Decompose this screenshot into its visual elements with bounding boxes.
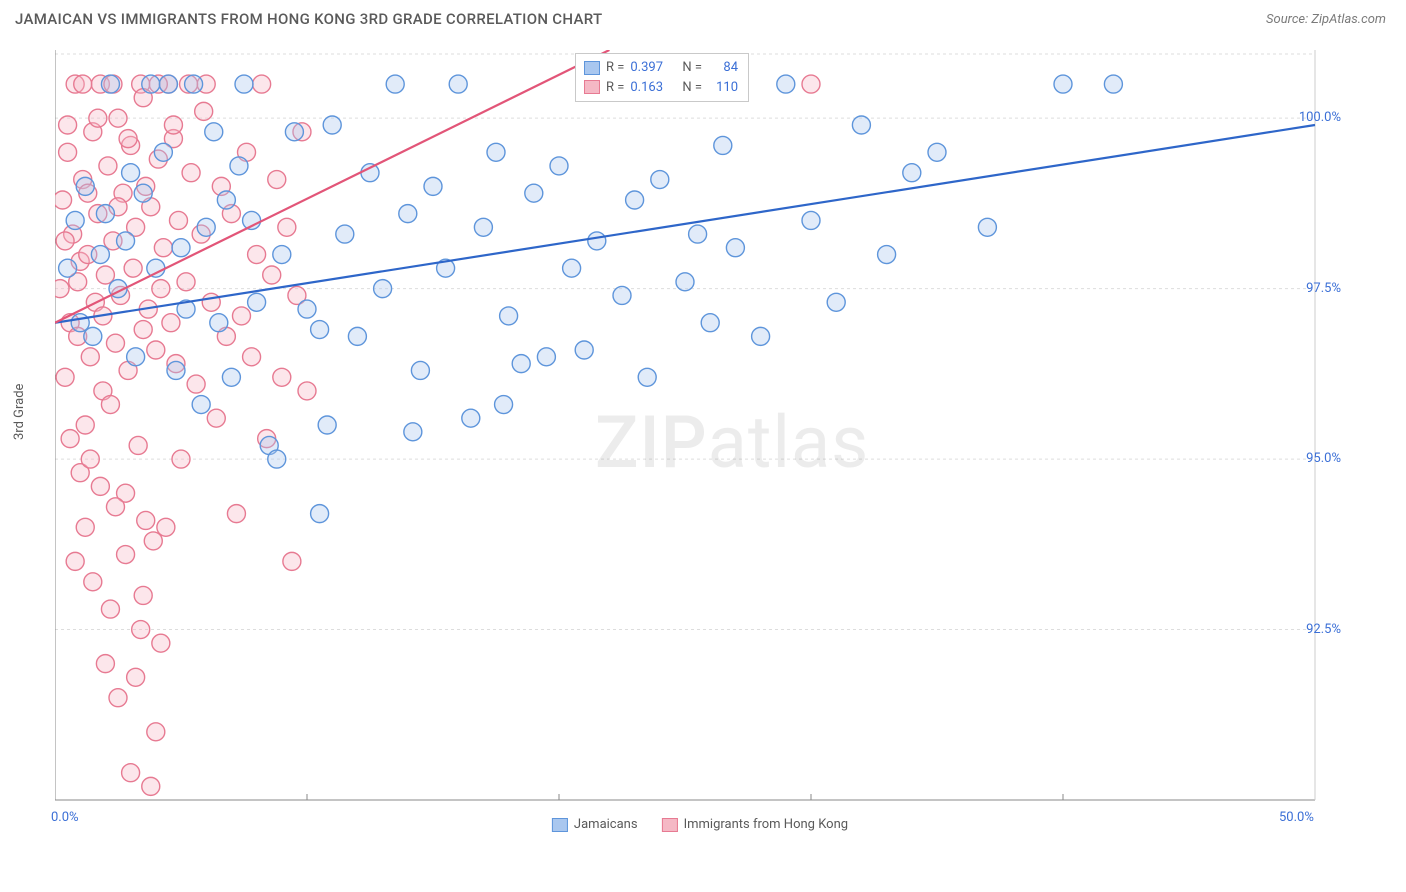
legend-stat-row: R = 0.163 N = 110 <box>584 78 738 98</box>
chart-source: Source: ZipAtlas.com <box>1266 12 1386 27</box>
chart-header: JAMAICAN VS IMMIGRANTS FROM HONG KONG 3R… <box>0 0 1406 36</box>
r-value: 0.163 <box>630 78 676 98</box>
stats-legend-box: R = 0.397 N = 84 R = 0.163 N = 110 <box>575 53 749 102</box>
legend-label: Jamaicans <box>574 817 638 832</box>
y-tick-label: 92.5% <box>1306 622 1341 637</box>
legend-swatch <box>662 818 678 832</box>
legend-stat-row: R = 0.397 N = 84 <box>584 58 738 78</box>
r-label: R = <box>606 58 624 78</box>
n-value: 84 <box>708 58 738 78</box>
x-tick-label: 0.0% <box>51 810 79 825</box>
r-label: R = <box>606 78 624 98</box>
legend-item: Immigrants from Hong Kong <box>662 817 849 832</box>
series-legend: Jamaicans Immigrants from Hong Kong <box>552 817 848 832</box>
y-axis-label: 3rd Grade <box>12 384 27 440</box>
scatter-plot <box>55 50 1345 830</box>
legend-item: Jamaicans <box>552 817 638 832</box>
legend-swatch <box>584 80 600 94</box>
y-tick-label: 95.0% <box>1306 451 1341 466</box>
legend-swatch <box>552 818 568 832</box>
n-label: N = <box>682 78 702 98</box>
legend-label: Immigrants from Hong Kong <box>684 817 849 832</box>
n-value: 110 <box>708 78 738 98</box>
y-tick-label: 100.0% <box>1299 110 1341 125</box>
y-tick-label: 97.5% <box>1306 281 1341 296</box>
chart-title: JAMAICAN VS IMMIGRANTS FROM HONG KONG 3R… <box>15 10 602 28</box>
legend-swatch <box>584 61 600 75</box>
chart-area: ZIPatlas R =0.397N =84R =0.163N =110 Jam… <box>55 50 1345 830</box>
n-label: N = <box>682 58 702 78</box>
x-tick-label: 50.0% <box>1279 810 1314 825</box>
r-value: 0.397 <box>630 58 676 78</box>
